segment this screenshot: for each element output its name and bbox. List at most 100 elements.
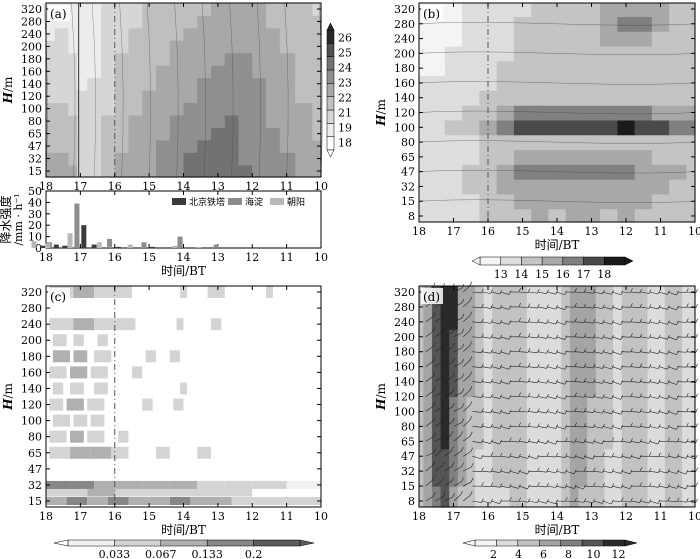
panel-d-wind-barb-flag — [432, 327, 436, 332]
panel-d-wind-barb — [472, 455, 482, 460]
bar-ylabel-line1: 降水强度 — [0, 195, 13, 243]
panel-d-wind-barb-flag — [469, 491, 473, 496]
panel-d-wind-barb — [481, 381, 491, 384]
panel-a-contour — [318, 2, 323, 178]
panel-c-cell — [252, 497, 273, 505]
panel-b-cell — [427, 149, 446, 165]
panel-d-wind-barb — [602, 396, 612, 400]
panel-d-cell — [431, 486, 442, 508]
panel-b-cell — [600, 134, 618, 151]
panel-d-wind-barb-flag — [451, 462, 455, 467]
panel-d-wind-barb — [667, 381, 677, 385]
panel-d-wind-barb-flag — [565, 437, 568, 442]
panel-b-cell — [548, 3, 567, 17]
panel-d-wind-barb — [444, 406, 453, 412]
panel-d-wind-barb — [612, 455, 622, 459]
panel-d-wind-barb — [556, 321, 565, 325]
panel-c-ytick-label: 80 — [28, 431, 42, 444]
panel-d-wind-barb — [519, 336, 529, 338]
panel-d-ytick-label: 100 — [394, 405, 415, 418]
panel-d-wind-barb — [435, 376, 443, 382]
panel-c-cell — [211, 497, 232, 505]
panel-d-cell — [552, 396, 562, 450]
panel-d-wind-barb-flag — [442, 372, 446, 377]
panel-c-cell — [46, 488, 88, 497]
panel-d-wind-barb-flag — [648, 349, 652, 354]
panel-b-cell — [462, 149, 480, 165]
panel-a-cell — [76, 102, 88, 116]
panel-d-wind-barb-flag — [451, 446, 454, 451]
panel-a-cell — [295, 40, 314, 54]
panel-b-cell — [600, 149, 618, 165]
panel-a-cell — [252, 52, 267, 66]
panel-d-cell — [604, 448, 614, 487]
panel-d-wind-barb — [472, 411, 482, 413]
panel-d-wind-barb-flag — [508, 335, 512, 340]
panel-d-wind-barb-flag — [469, 416, 473, 421]
panel-d-wind-barb-flag — [648, 482, 652, 487]
panel-a-cell — [211, 127, 226, 141]
panel-a-ytick-label: 320 — [21, 3, 42, 16]
panel-a-cell — [295, 65, 314, 79]
panel-d-cell — [664, 396, 675, 450]
panel-d-wind-barb — [658, 455, 668, 458]
panel-d-cell — [613, 329, 623, 398]
panel-d-wind-barb-flag — [442, 461, 445, 466]
panel-d-wind-barb-flag — [442, 476, 445, 481]
panel-d-wind-barb-flag — [461, 298, 465, 304]
panel-a-cell — [128, 139, 143, 153]
panel-d-wind-barb — [556, 306, 565, 310]
panel-d-wind-barb — [435, 480, 443, 487]
panel-d-cell — [440, 329, 450, 398]
panel-d-wind-barb — [630, 306, 640, 309]
panel-c-cell — [70, 430, 84, 443]
panel-b-cell — [513, 75, 532, 91]
panel-b-ytick-label: 80 — [401, 136, 415, 149]
panel-d-wind-barb-flag — [630, 318, 633, 323]
panel-d-wind-barb-flag — [470, 447, 474, 452]
panel-a-contour — [71, 2, 76, 178]
panel-d-wind-barb — [491, 351, 500, 355]
panel-d-wind-barb — [472, 440, 482, 444]
panel-b-cell — [462, 3, 480, 17]
panel-d-wind-barb — [686, 291, 696, 294]
panel-a-cell — [46, 114, 56, 128]
panel-c-ytick-label: 320 — [21, 286, 42, 299]
panel-d-cell — [509, 286, 519, 330]
panel-d-wind-barb — [584, 485, 594, 487]
panel-b-colorbar-cell — [583, 256, 605, 266]
panel-c-cell — [217, 488, 253, 497]
panel-d-cell — [647, 448, 657, 487]
panel-d-wind-barb — [574, 426, 584, 428]
panel-b-cell — [600, 60, 618, 77]
panel-d-wind-barb-flag — [536, 454, 540, 460]
panel-d-cell — [535, 396, 545, 450]
panel-c-colorbar-label: 0.033 — [99, 548, 131, 559]
panel-a-colorbar-cell — [326, 29, 335, 44]
panel-d-cell — [604, 486, 614, 508]
panel-d-wind-barb — [462, 495, 471, 502]
panel-a-xtick-label: 15 — [142, 180, 156, 193]
panel-a-cell — [224, 65, 240, 79]
panel-d-cell — [552, 448, 562, 487]
panel-d-ytick-label: 140 — [394, 376, 415, 389]
panel-b-cell — [444, 31, 463, 47]
panel-b-cell — [582, 179, 601, 195]
panel-b-cell — [427, 119, 446, 136]
panel-d-wind-barb-flag — [695, 467, 698, 472]
panel-d-wind-barb-flag — [630, 303, 633, 308]
panel-a-cell — [76, 65, 88, 79]
panel-b-contour — [418, 110, 696, 115]
panel-a-cell — [68, 102, 78, 116]
panel-d-wind-barb — [500, 321, 510, 325]
panel-d-panel-label-bg — [421, 288, 443, 304]
panel-d-wind-barb — [481, 321, 491, 324]
panel-a-cell — [266, 15, 281, 29]
panel-a-cell — [54, 27, 69, 41]
panel-a-cell — [238, 164, 253, 178]
panel-c-ytick-label: 15 — [28, 495, 42, 508]
panel-b-cell — [419, 105, 429, 121]
bar-xtick-label: 11 — [280, 251, 294, 264]
panel-d-wind-barb-flag — [432, 342, 436, 347]
panel-d-ylabel-unit: /m — [374, 382, 388, 398]
